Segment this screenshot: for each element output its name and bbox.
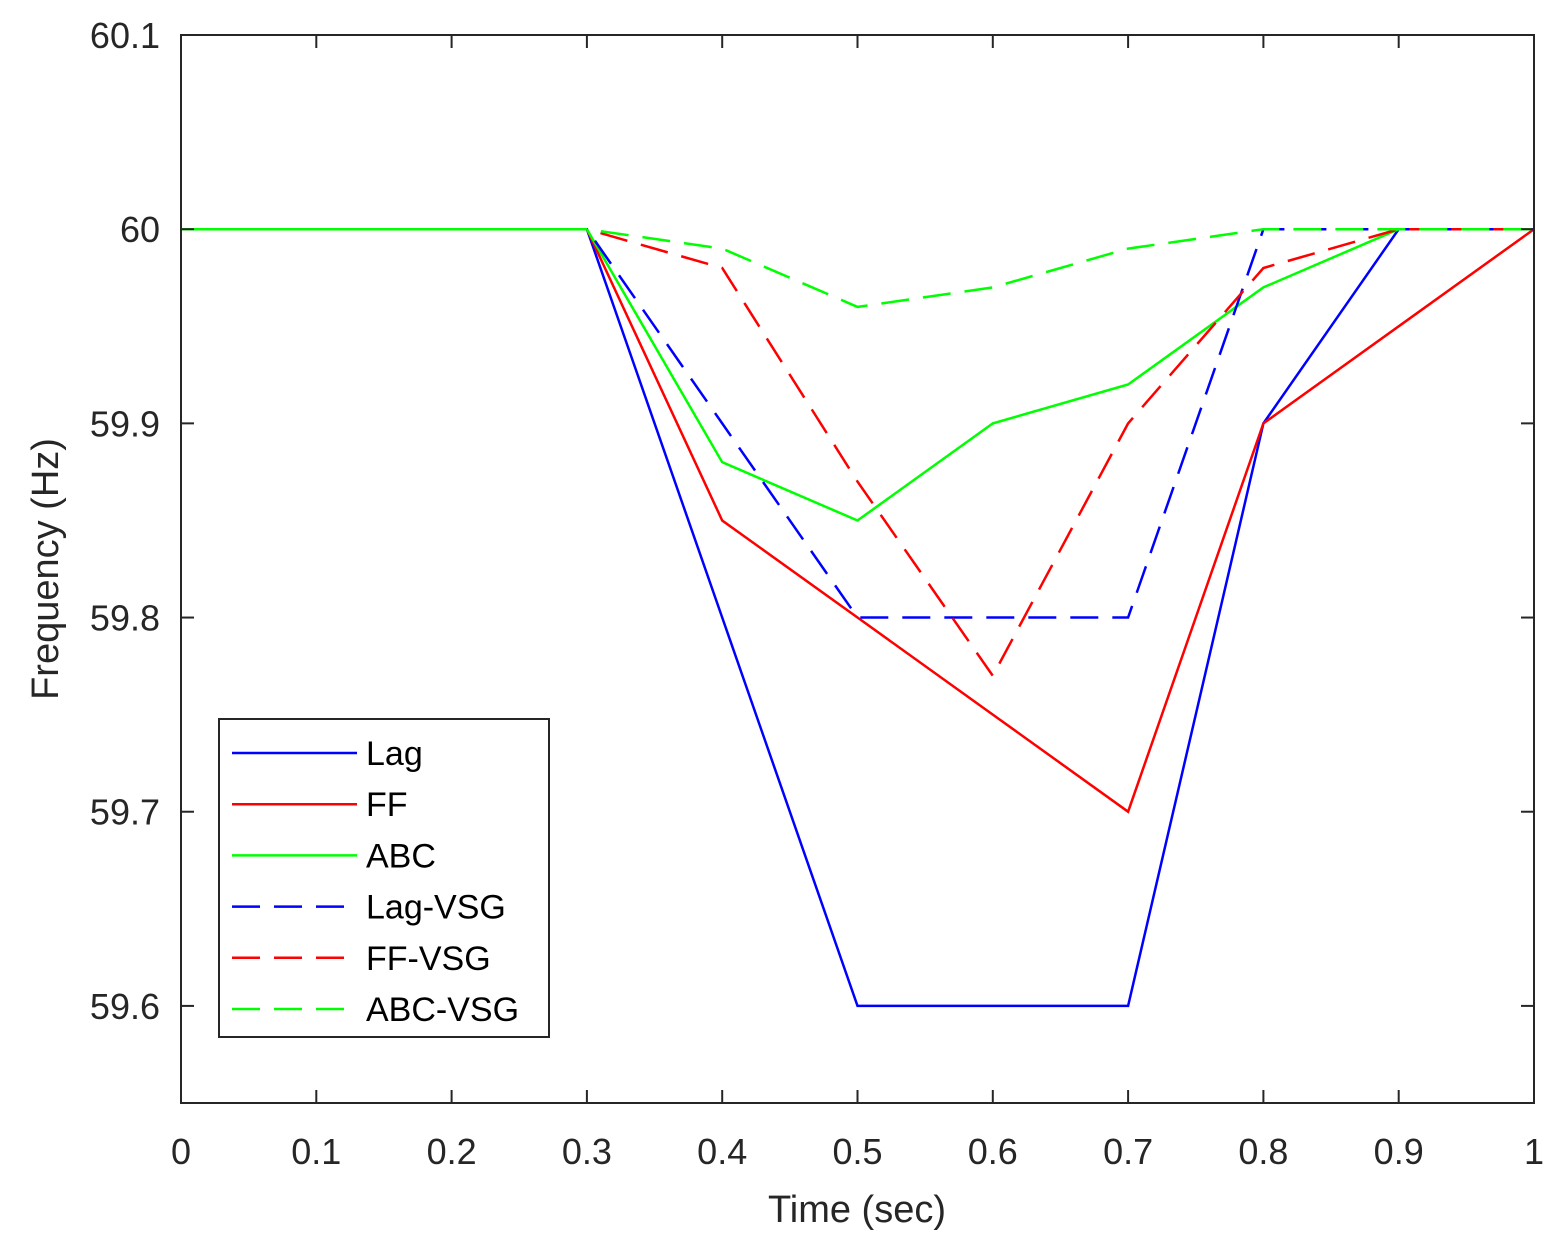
x-tick-label: 0 [171,1131,191,1172]
legend-label-ff-vsg: FF-VSG [366,940,491,978]
y-tick-label: 60.1 [90,15,160,56]
y-axis-label: Frequency (Hz) [25,438,67,700]
y-tick-label: 60 [120,209,160,250]
y-tick-label: 59.6 [90,986,160,1027]
y-tick-label: 59.9 [90,403,160,444]
y-tick-label: 59.7 [90,792,160,833]
x-tick-label: 1 [1524,1131,1544,1172]
series-line-abc-vsg [181,227,1534,309]
legend-label-lag-vsg: Lag-VSG [366,889,506,927]
legend-box [218,718,550,1038]
x-tick-label: 0.6 [968,1131,1018,1172]
series-line-abc [181,227,1534,522]
x-tick-label: 0.4 [697,1131,747,1172]
x-tick-label: 0.9 [1374,1131,1424,1172]
series-group [181,227,1535,1008]
legend-label-ff: FF [366,786,408,824]
x-tick-labels: 0 0.1 0.2 0.3 0.4 0.5 0.6 0.7 0.8 0.9 1 [171,1131,1544,1172]
ticks-group [180,34,1535,1103]
x-tick-label: 0.7 [1103,1131,1153,1172]
x-axis-label: Time (sec) [768,1189,946,1231]
x-tick-label: 0.8 [1238,1131,1288,1172]
legend-label-abc-vsg: ABC-VSG [366,991,519,1029]
series-line-ff-vsg [181,227,1534,679]
legend: Lag FF ABC Lag-VSG FF-VSG ABC-VSG [218,718,550,1038]
legend-label-abc: ABC [366,837,436,875]
axes-box [180,34,1535,1104]
x-tick-label: 0.1 [291,1131,341,1172]
y-tick-label: 59.8 [90,598,160,639]
x-tick-label: 0.2 [427,1131,477,1172]
y-tick-labels: 59.6 59.7 59.8 59.9 60 60.1 [90,15,160,1027]
legend-label-lag: Lag [366,735,423,773]
x-tick-label: 0.3 [562,1131,612,1172]
x-tick-label: 0.5 [832,1131,882,1172]
series-line-ff [181,227,1535,814]
series-line-lag [181,227,1534,1008]
